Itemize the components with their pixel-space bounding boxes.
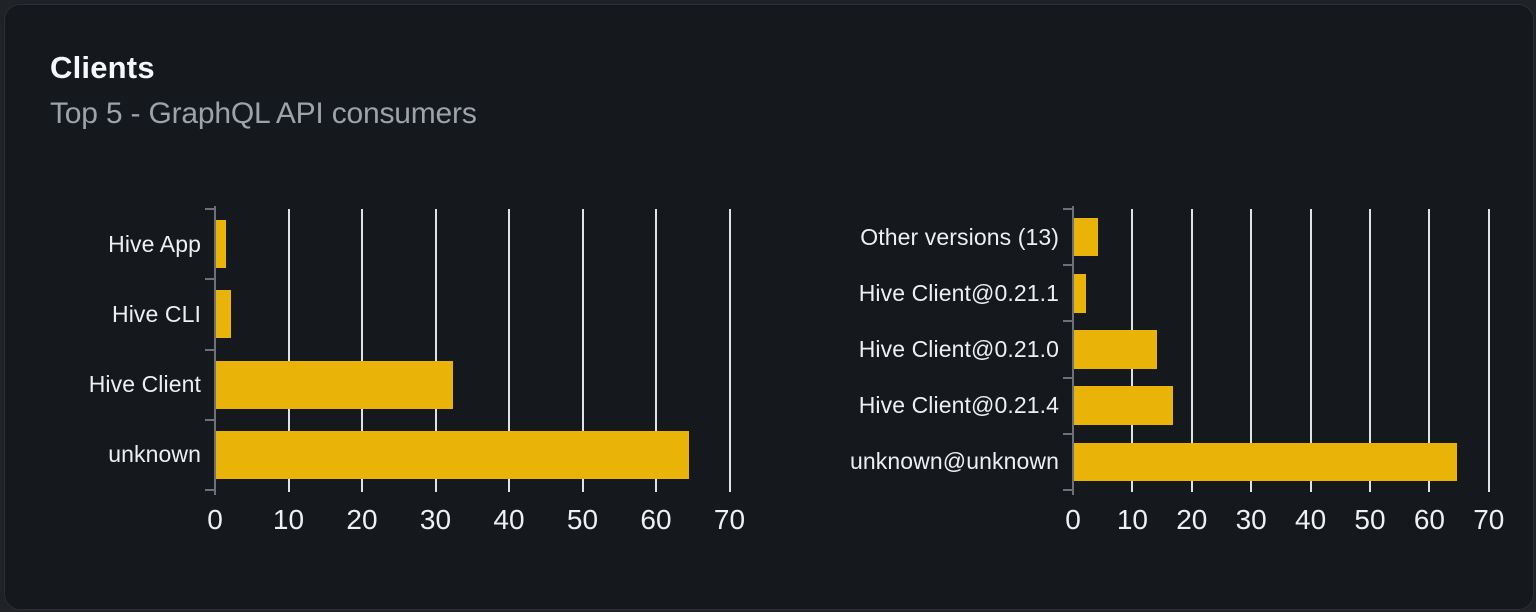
bar-hive-cli[interactable] <box>216 290 231 339</box>
x-tick-label: 60 <box>1413 504 1445 535</box>
category-label-hive-app: Hive App <box>108 230 201 257</box>
bar-hive-client-0-21-0[interactable] <box>1074 330 1158 369</box>
gridline <box>287 209 290 492</box>
gridline <box>1190 209 1193 492</box>
y-axis-line <box>1072 206 1074 495</box>
bar-unknown[interactable] <box>216 430 690 479</box>
y-axis-tick <box>1063 208 1072 210</box>
bar-unknown-unknown[interactable] <box>1074 442 1457 482</box>
category-label-hive-cli: Hive CLI <box>112 300 201 327</box>
x-tick-label: 70 <box>1473 504 1505 535</box>
x-tick-label: 0 <box>207 504 223 535</box>
x-tick-label: 50 <box>566 504 599 535</box>
gridline <box>581 209 584 492</box>
card-subtitle: Top 5 - GraphQL API consumers <box>50 97 477 130</box>
bar-hive-client-0-21-1[interactable] <box>1074 274 1086 313</box>
y-axis-tick <box>205 348 214 351</box>
card-title: Clients <box>50 50 155 85</box>
bar-other-versions-13[interactable] <box>1074 217 1099 257</box>
y-axis-tick <box>1063 264 1072 267</box>
x-tick-label: 70 <box>713 504 746 535</box>
gridline <box>1309 209 1312 492</box>
x-tick-label: 50 <box>1354 504 1386 535</box>
x-tick-label: 20 <box>1176 504 1208 535</box>
bar-hive-client-0-21-4[interactable] <box>1074 386 1174 425</box>
bar-hive-app[interactable] <box>216 220 227 269</box>
category-label-hive-client: Hive Client <box>88 371 201 398</box>
bar-hive-client[interactable] <box>216 360 453 409</box>
y-axis-tick <box>205 418 214 421</box>
y-axis-tick <box>205 278 214 281</box>
gridline <box>1487 209 1490 492</box>
x-tick-label: 0 <box>1065 504 1081 535</box>
category-label-unknown: unknown <box>108 441 201 468</box>
x-tick-label: 60 <box>640 504 672 535</box>
gridline <box>1250 209 1253 492</box>
category-label-hive-client-0-21-1: Hive Client@0.21.1 <box>858 279 1059 306</box>
y-axis-tick <box>205 208 214 210</box>
x-tick-label: 40 <box>493 504 525 535</box>
y-axis-tick <box>1063 489 1072 491</box>
x-tick-label: 20 <box>346 504 378 535</box>
x-tick-label: 10 <box>1116 504 1148 535</box>
y-axis-tick <box>205 489 214 491</box>
gridline <box>655 209 657 492</box>
category-label-hive-client-0-21-4: Hive Client@0.21.4 <box>858 392 1059 419</box>
gridline <box>1369 209 1371 492</box>
x-tick-label: 40 <box>1295 504 1327 535</box>
category-label-hive-client-0-21-0: Hive Client@0.21.0 <box>858 335 1059 362</box>
gridline <box>434 209 437 492</box>
gridline <box>728 209 731 492</box>
x-tick-label: 30 <box>1235 504 1267 535</box>
y-axis-line <box>214 206 216 495</box>
y-axis-tick <box>1063 320 1072 323</box>
y-axis-tick <box>1063 432 1072 435</box>
y-axis-tick <box>1063 376 1072 379</box>
category-label-other-versions-13: Other versions (13) <box>860 223 1059 250</box>
gridline <box>508 209 510 492</box>
gridline <box>1428 209 1431 492</box>
x-tick-label: 30 <box>419 504 452 535</box>
category-label-unknown-unknown: unknown@unknown <box>850 448 1059 475</box>
gridline <box>361 209 363 492</box>
clients-card: Clients Top 5 - GraphQL API consumers <box>4 4 1534 610</box>
x-tick-label: 10 <box>272 504 305 535</box>
